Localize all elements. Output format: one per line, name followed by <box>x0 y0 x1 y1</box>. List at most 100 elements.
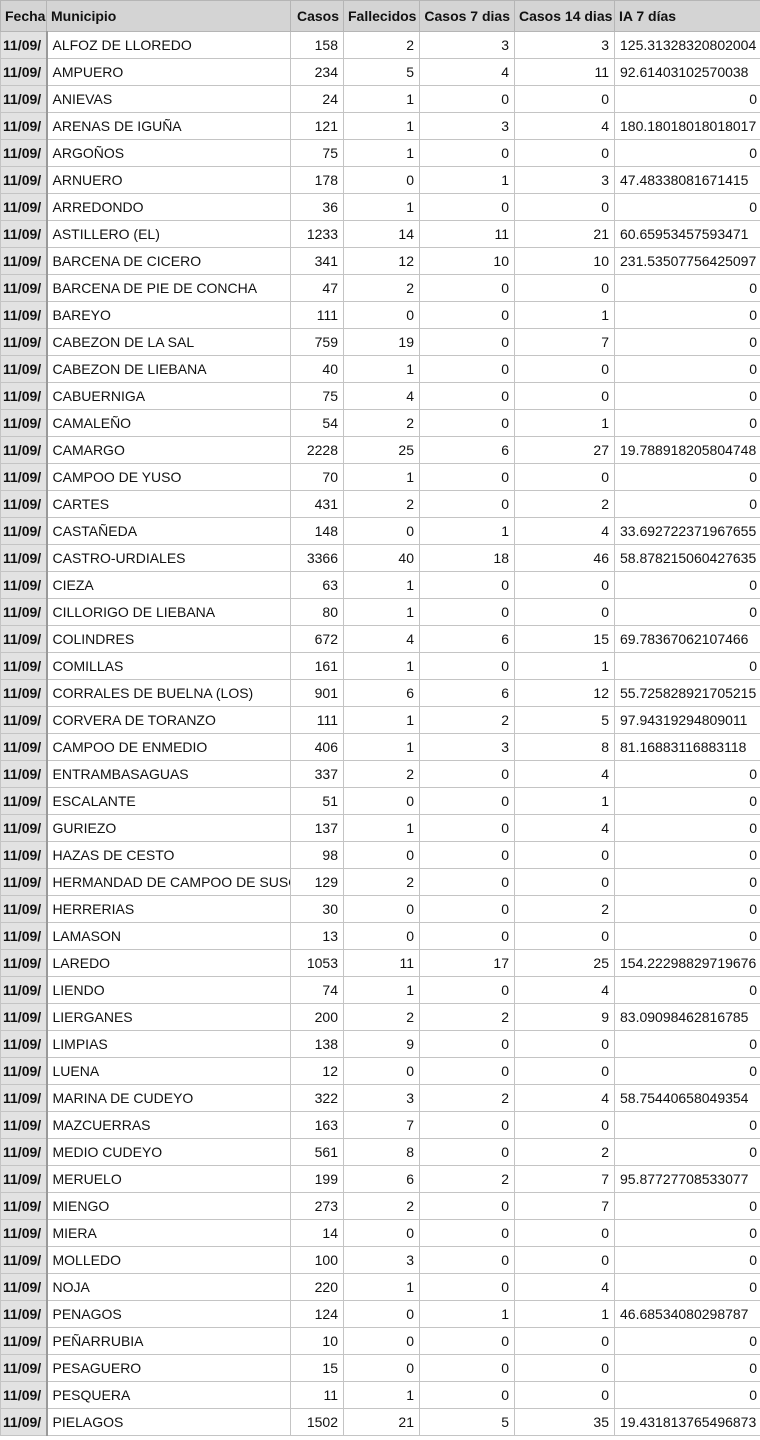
cell-ia-7-dias[interactable]: 0 <box>614 922 760 950</box>
cell-municipio[interactable]: ARGOÑOS <box>46 139 291 167</box>
cell-casos[interactable]: 148 <box>290 517 344 545</box>
cell-casos-7-dias[interactable]: 17 <box>419 949 515 977</box>
cell-municipio[interactable]: CAMALEÑO <box>46 409 291 437</box>
cell-casos-7-dias[interactable]: 6 <box>419 625 515 653</box>
cell-fecha[interactable]: 11/09/ <box>0 895 48 923</box>
cell-fecha[interactable]: 11/09/ <box>0 1111 48 1139</box>
cell-ia-7-dias[interactable]: 19.788918205804748 <box>614 436 760 464</box>
cell-casos[interactable]: 406 <box>290 733 344 761</box>
cell-municipio[interactable]: HAZAS DE CESTO <box>46 841 291 869</box>
cell-casos-14-dias[interactable]: 7 <box>514 1165 615 1193</box>
cell-fallecidos[interactable]: 0 <box>343 1354 420 1382</box>
cell-fecha[interactable]: 11/09/ <box>0 760 48 788</box>
cell-fecha[interactable]: 11/09/ <box>0 58 48 86</box>
cell-ia-7-dias[interactable]: 0 <box>614 895 760 923</box>
cell-casos[interactable]: 672 <box>290 625 344 653</box>
cell-municipio[interactable]: NOJA <box>46 1273 291 1301</box>
cell-municipio[interactable]: BAREYO <box>46 301 291 329</box>
cell-ia-7-dias[interactable]: 0 <box>614 463 760 491</box>
cell-fecha[interactable]: 11/09/ <box>0 949 48 977</box>
cell-fallecidos[interactable]: 2 <box>343 1192 420 1220</box>
cell-municipio[interactable]: ANIEVAS <box>46 85 291 113</box>
cell-casos-14-dias[interactable]: 0 <box>514 382 615 410</box>
cell-ia-7-dias[interactable]: 0 <box>614 328 760 356</box>
cell-casos-7-dias[interactable]: 0 <box>419 328 515 356</box>
cell-casos-14-dias[interactable]: 11 <box>514 58 615 86</box>
cell-casos-14-dias[interactable]: 7 <box>514 1192 615 1220</box>
cell-casos-14-dias[interactable]: 2 <box>514 490 615 518</box>
cell-casos-14-dias[interactable]: 21 <box>514 220 615 248</box>
cell-casos-14-dias[interactable]: 4 <box>514 760 615 788</box>
cell-casos-14-dias[interactable]: 4 <box>514 814 615 842</box>
cell-municipio[interactable]: ALFOZ DE LLOREDO <box>46 31 291 59</box>
cell-fecha[interactable]: 11/09/ <box>0 1138 48 1166</box>
cell-municipio[interactable]: ENTRAMBASAGUAS <box>46 760 291 788</box>
cell-casos[interactable]: 111 <box>290 301 344 329</box>
cell-casos-7-dias[interactable]: 0 <box>419 1246 515 1274</box>
cell-casos-7-dias[interactable]: 0 <box>419 1138 515 1166</box>
cell-municipio[interactable]: LAMASON <box>46 922 291 950</box>
cell-casos-7-dias[interactable]: 2 <box>419 1165 515 1193</box>
cell-casos-14-dias[interactable]: 4 <box>514 112 615 140</box>
cell-fallecidos[interactable]: 1 <box>343 598 420 626</box>
cell-fecha[interactable]: 11/09/ <box>0 841 48 869</box>
cell-casos-7-dias[interactable]: 0 <box>419 463 515 491</box>
cell-casos[interactable]: 75 <box>290 382 344 410</box>
cell-ia-7-dias[interactable]: 69.78367062107466 <box>614 625 760 653</box>
cell-casos-7-dias[interactable]: 0 <box>419 922 515 950</box>
cell-fallecidos[interactable]: 1 <box>343 652 420 680</box>
cell-casos[interactable]: 24 <box>290 85 344 113</box>
cell-fallecidos[interactable]: 2 <box>343 490 420 518</box>
cell-casos-7-dias[interactable]: 0 <box>419 85 515 113</box>
cell-fallecidos[interactable]: 1 <box>343 1381 420 1409</box>
cell-municipio[interactable]: ASTILLERO (EL) <box>46 220 291 248</box>
cell-fallecidos[interactable]: 21 <box>343 1408 420 1436</box>
cell-casos-14-dias[interactable]: 15 <box>514 625 615 653</box>
cell-fecha[interactable]: 11/09/ <box>0 1084 48 1112</box>
cell-casos[interactable]: 561 <box>290 1138 344 1166</box>
cell-casos[interactable]: 63 <box>290 571 344 599</box>
cell-municipio[interactable]: MEDIO CUDEYO <box>46 1138 291 1166</box>
cell-casos[interactable]: 234 <box>290 58 344 86</box>
cell-ia-7-dias[interactable]: 0 <box>614 409 760 437</box>
cell-ia-7-dias[interactable]: 47.48338081671415 <box>614 166 760 194</box>
cell-municipio[interactable]: ARREDONDO <box>46 193 291 221</box>
cell-fecha[interactable]: 11/09/ <box>0 625 48 653</box>
cell-casos-7-dias[interactable]: 0 <box>419 571 515 599</box>
cell-casos[interactable]: 11 <box>290 1381 344 1409</box>
cell-casos[interactable]: 40 <box>290 355 344 383</box>
cell-municipio[interactable]: CAMPOO DE ENMEDIO <box>46 733 291 761</box>
cell-ia-7-dias[interactable]: 46.68534080298787 <box>614 1300 760 1328</box>
header-ia-7-dias[interactable]: IA 7 días <box>614 0 760 32</box>
cell-casos[interactable]: 54 <box>290 409 344 437</box>
cell-fallecidos[interactable]: 1 <box>343 463 420 491</box>
cell-fallecidos[interactable]: 4 <box>343 382 420 410</box>
cell-fallecidos[interactable]: 0 <box>343 517 420 545</box>
cell-fecha[interactable]: 11/09/ <box>0 1192 48 1220</box>
cell-fallecidos[interactable]: 1 <box>343 112 420 140</box>
cell-fallecidos[interactable]: 8 <box>343 1138 420 1166</box>
cell-casos[interactable]: 3366 <box>290 544 344 572</box>
cell-casos-7-dias[interactable]: 0 <box>419 1327 515 1355</box>
cell-fallecidos[interactable]: 1 <box>343 706 420 734</box>
cell-casos[interactable]: 337 <box>290 760 344 788</box>
cell-ia-7-dias[interactable]: 0 <box>614 841 760 869</box>
cell-municipio[interactable]: MAZCUERRAS <box>46 1111 291 1139</box>
cell-ia-7-dias[interactable]: 0 <box>614 1138 760 1166</box>
cell-casos-14-dias[interactable]: 25 <box>514 949 615 977</box>
cell-municipio[interactable]: HERMANDAD DE CAMPOO DE SUSO <box>46 868 291 896</box>
cell-fecha[interactable]: 11/09/ <box>0 1354 48 1382</box>
cell-fecha[interactable]: 11/09/ <box>0 355 48 383</box>
cell-casos-14-dias[interactable]: 0 <box>514 1111 615 1139</box>
cell-casos-14-dias[interactable]: 0 <box>514 85 615 113</box>
cell-fecha[interactable]: 11/09/ <box>0 409 48 437</box>
cell-casos[interactable]: 220 <box>290 1273 344 1301</box>
cell-casos-7-dias[interactable]: 2 <box>419 1084 515 1112</box>
cell-fallecidos[interactable]: 6 <box>343 1165 420 1193</box>
cell-fallecidos[interactable]: 1 <box>343 355 420 383</box>
cell-casos-7-dias[interactable]: 2 <box>419 706 515 734</box>
cell-municipio[interactable]: LIENDO <box>46 976 291 1004</box>
cell-ia-7-dias[interactable]: 0 <box>614 355 760 383</box>
cell-ia-7-dias[interactable]: 0 <box>614 1030 760 1058</box>
cell-fecha[interactable]: 11/09/ <box>0 85 48 113</box>
